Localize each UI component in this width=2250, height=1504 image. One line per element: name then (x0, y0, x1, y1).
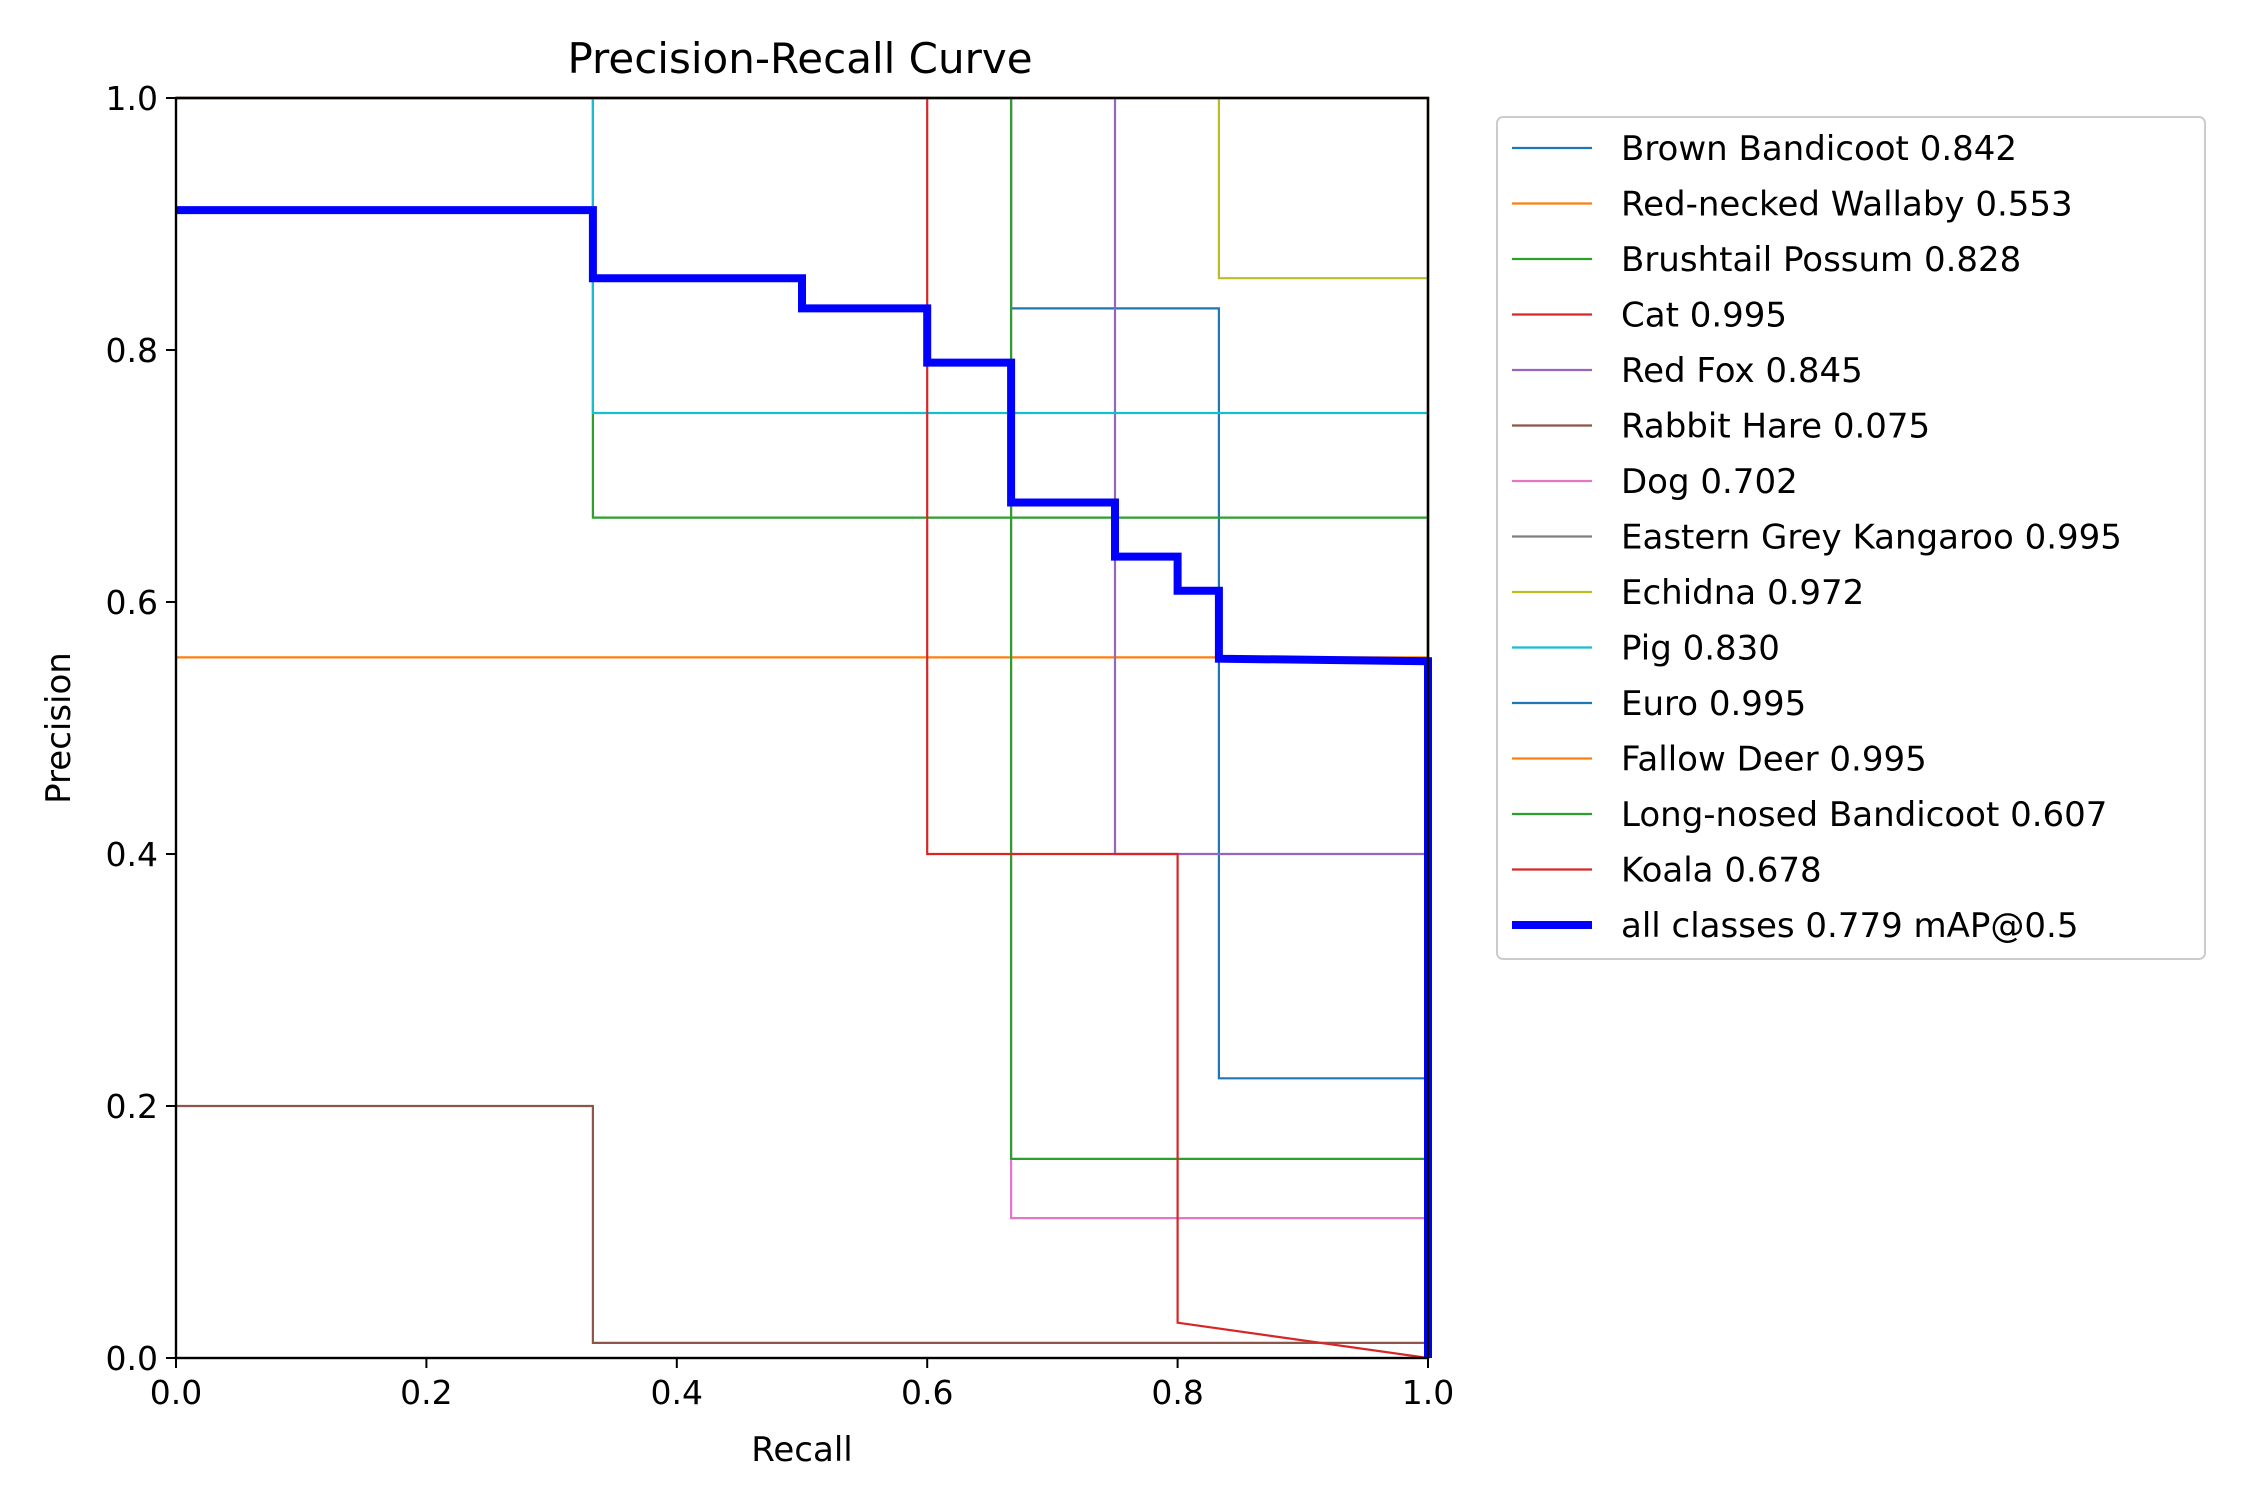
chart-title: Precision-Recall Curve (567, 34, 1032, 83)
legend-items: Brown Bandicoot 0.842 Red-necked Wallaby … (1512, 129, 2122, 946)
x-tick-label: 1.0 (1402, 1373, 1454, 1412)
x-tick-label: 0.2 (400, 1373, 452, 1412)
x-axis-ticks: 0.0 0.2 0.4 0.6 0.8 1.0 (150, 1358, 1454, 1412)
x-tick-label: 0.0 (150, 1373, 202, 1412)
x-axis-label: Recall (751, 1430, 852, 1470)
series-layer (176, 96, 1432, 1360)
legend-label-7: Eastern Grey Kangaroo 0.995 (1621, 518, 2122, 558)
legend-label-11: Fallow Deer 0.995 (1621, 740, 1927, 780)
legend-label-4: Red Fox 0.845 (1621, 351, 1863, 391)
legend-label-9: Pig 0.830 (1621, 629, 1780, 669)
y-tick-label: 0.0 (106, 1339, 158, 1378)
x-tick-label: 0.8 (1151, 1373, 1203, 1412)
series-line-5 (176, 1104, 1430, 1358)
y-axis-label: Precision (39, 652, 79, 804)
legend-label-0: Brown Bandicoot 0.842 (1621, 129, 2017, 169)
legend-label-12: Long-nosed Bandicoot 0.607 (1621, 795, 2107, 835)
y-tick-label: 0.2 (106, 1087, 158, 1126)
series-line-1 (176, 656, 1430, 1358)
legend-label-2: Brushtail Possum 0.828 (1621, 240, 2021, 280)
y-tick-label: 0.4 (106, 835, 158, 874)
legend-label-13: Koala 0.678 (1621, 851, 1822, 891)
y-tick-label: 0.6 (106, 583, 158, 622)
y-axis-ticks: 0.0 0.2 0.4 0.6 0.8 1.0 (106, 79, 176, 1378)
legend-label-8: Echidna 0.972 (1621, 573, 1864, 613)
legend-label-6: Dog 0.702 (1621, 462, 1798, 502)
x-tick-label: 0.6 (901, 1373, 953, 1412)
plot-frame (174, 96, 1430, 1360)
series-line-14 (176, 206, 1432, 1358)
y-tick-label: 0.8 (106, 331, 158, 370)
legend-box (1496, 116, 2206, 960)
legend-label-10: Euro 0.995 (1621, 684, 1806, 724)
legend-label-3: Cat 0.995 (1621, 296, 1787, 336)
legend-label-1: Red-necked Wallaby 0.553 (1621, 185, 2073, 225)
legend-label-14: all classes 0.779 mAP@0.5 (1621, 906, 2078, 946)
legend: Brown Bandicoot 0.842 Red-necked Wallaby … (1496, 116, 2206, 960)
x-tick-label: 0.4 (651, 1373, 703, 1412)
y-tick-label: 1.0 (106, 79, 158, 118)
legend-label-5: Rabbit Hare 0.075 (1621, 407, 1930, 447)
